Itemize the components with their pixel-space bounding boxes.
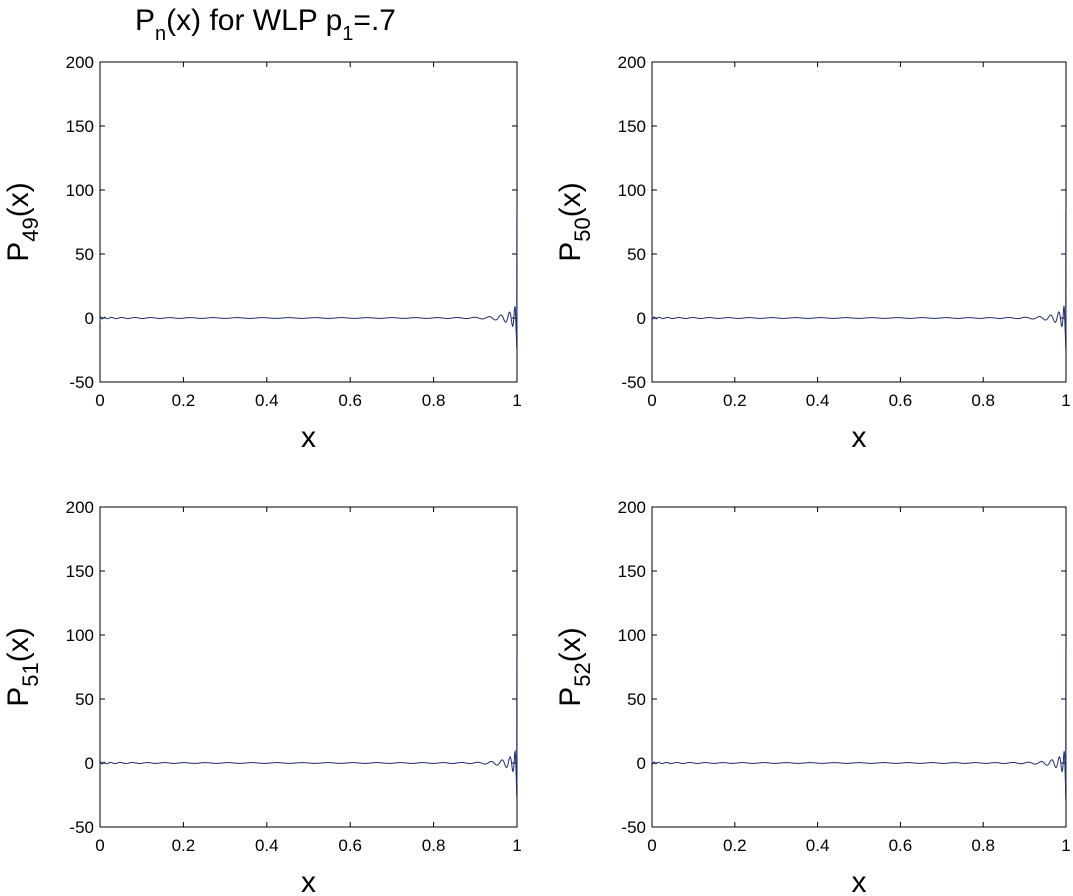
y-axis-label: P50(x)	[554, 182, 595, 261]
y-tick-label: 100	[66, 626, 94, 645]
y-tick-label: 100	[618, 181, 646, 200]
title-sub: n	[155, 23, 166, 45]
x-tick-label: 0.8	[422, 836, 446, 855]
y-label-end: (x)	[554, 627, 587, 662]
x-tick-label: 0.8	[971, 391, 995, 410]
y-tick-label: -50	[69, 373, 94, 392]
y-tick-label: 0	[637, 754, 646, 773]
x-tick-label: 0.2	[723, 391, 747, 410]
title-rest: (x) for WLP p	[166, 4, 342, 37]
x-tick-label: 0	[95, 836, 104, 855]
y-tick-label: 200	[618, 53, 646, 72]
x-tick-label: 0	[647, 836, 656, 855]
y-tick-label: -50	[69, 818, 94, 837]
x-tick-label: 0	[95, 391, 104, 410]
x-tick-label: 1	[512, 836, 521, 855]
plot-frame	[99, 61, 518, 383]
y-tick-label: 200	[66, 498, 94, 517]
y-tick-label: 50	[75, 690, 94, 709]
y-label-main: P	[2, 242, 35, 262]
figure-title: Pn(x) for WLP p1=.7	[135, 4, 396, 45]
x-tick-label: 0.2	[172, 391, 196, 410]
x-axis-label: x	[301, 421, 316, 454]
x-tick-label: 0.4	[806, 836, 830, 855]
x-tick-label: 1	[1061, 391, 1070, 410]
y-label-sub: 50	[570, 217, 595, 241]
title-sub2: 1	[342, 23, 353, 45]
x-tick-label: 0.4	[806, 391, 830, 410]
y-tick-label: 150	[618, 562, 646, 581]
y-label-end: (x)	[2, 627, 35, 662]
series-line	[651, 211, 1067, 349]
x-axis-label: x	[852, 421, 867, 454]
y-tick-label: 150	[66, 117, 94, 136]
title-main: P	[135, 4, 155, 37]
y-label-end: (x)	[554, 182, 587, 217]
y-tick-label: 0	[85, 754, 94, 773]
x-tick-label: 0.4	[255, 391, 279, 410]
x-tick-label: 0.6	[889, 391, 913, 410]
y-label-sub: 52	[570, 662, 595, 686]
x-tick-label: 0	[647, 391, 656, 410]
x-tick-label: 0.6	[338, 391, 362, 410]
y-label-end: (x)	[2, 182, 35, 217]
x-tick-label: 0.6	[889, 836, 913, 855]
y-axis-label: P52(x)	[554, 627, 595, 706]
x-tick-label: 0.2	[723, 836, 747, 855]
y-label-main: P	[554, 242, 587, 262]
y-label-main: P	[2, 687, 35, 707]
series-line	[99, 655, 518, 798]
y-tick-label: 200	[618, 498, 646, 517]
x-tick-label: 0.4	[255, 836, 279, 855]
x-tick-label: 1	[512, 391, 521, 410]
y-label-sub: 51	[18, 662, 43, 686]
y-tick-label: 0	[85, 309, 94, 328]
title-end: =.7	[353, 4, 396, 37]
y-axis-label: P49(x)	[2, 182, 43, 261]
series-line	[651, 650, 1067, 799]
x-axis-label: x	[852, 866, 867, 896]
y-tick-label: 50	[627, 690, 646, 709]
plot-frame	[651, 506, 1067, 828]
y-tick-label: -50	[621, 373, 646, 392]
x-tick-label: 0.2	[172, 836, 196, 855]
y-tick-label: 200	[66, 53, 94, 72]
y-tick-label: 50	[627, 245, 646, 264]
y-label-sub: 49	[18, 217, 43, 241]
x-axis-label: x	[301, 866, 316, 896]
plot-frame	[99, 506, 518, 828]
x-tick-label: 0.8	[971, 836, 995, 855]
y-tick-label: 150	[66, 562, 94, 581]
x-tick-label: 0.8	[422, 391, 446, 410]
y-tick-label: -50	[621, 818, 646, 837]
y-tick-label: 150	[618, 117, 646, 136]
y-axis-label: P51(x)	[2, 627, 43, 706]
plot-frame	[651, 61, 1067, 383]
y-tick-label: 50	[75, 245, 94, 264]
series-line	[99, 213, 518, 349]
y-tick-label: 0	[637, 309, 646, 328]
y-label-main: P	[554, 687, 587, 707]
x-tick-label: 0.6	[338, 836, 362, 855]
y-tick-label: 100	[618, 626, 646, 645]
x-tick-label: 1	[1061, 836, 1070, 855]
y-tick-label: 100	[66, 181, 94, 200]
